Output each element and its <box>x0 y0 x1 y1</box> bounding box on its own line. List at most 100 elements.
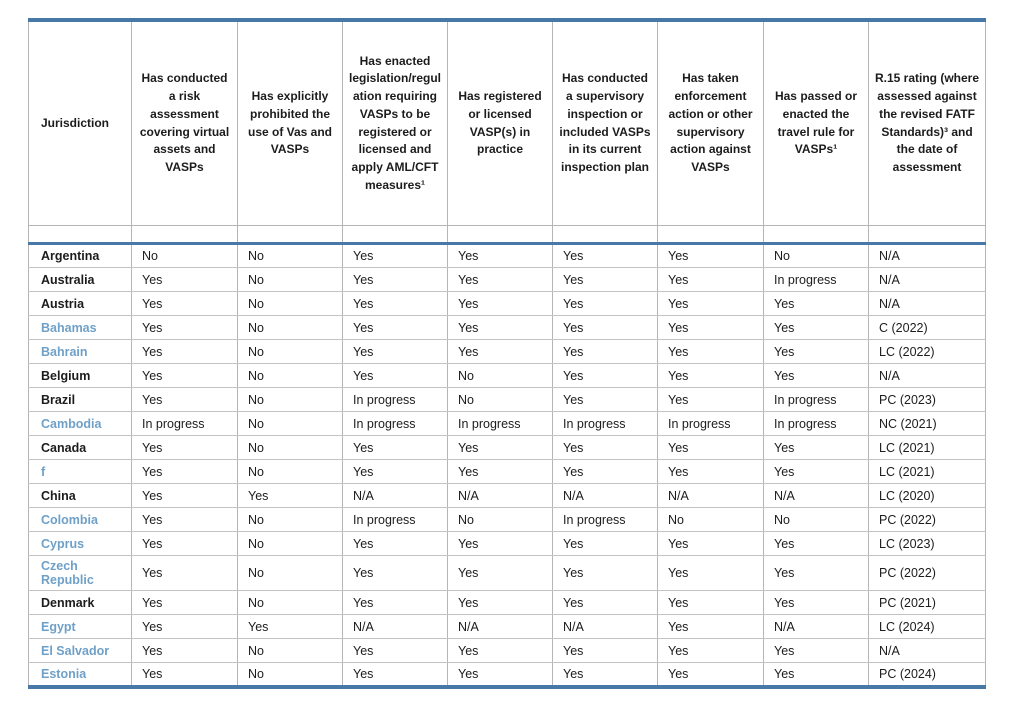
status-cell: In progress <box>342 387 448 412</box>
spacer-cell <box>447 225 553 245</box>
status-cell: Yes <box>657 315 764 340</box>
status-cell: Yes <box>552 291 658 316</box>
jurisdiction-link[interactable]: Bahrain <box>28 339 132 364</box>
header-row: Jurisdiction Has conducted a risk assessm… <box>28 20 986 226</box>
jurisdiction-link[interactable]: Egypt <box>28 614 132 639</box>
spacer-cell <box>657 225 764 245</box>
status-cell: PC (2022) <box>868 507 986 532</box>
status-cell: No <box>237 435 343 460</box>
status-cell: Yes <box>657 387 764 412</box>
status-cell: N/A <box>342 614 448 639</box>
status-cell: Yes <box>342 363 448 388</box>
jurisdiction-link[interactable]: Bahamas <box>28 315 132 340</box>
jurisdiction-link[interactable]: Colombia <box>28 507 132 532</box>
status-cell: N/A <box>552 483 658 508</box>
column-header-1: Has conducted a risk assessment covering… <box>131 20 238 226</box>
status-cell: LC (2024) <box>868 614 986 639</box>
status-cell: No <box>237 315 343 340</box>
column-header-5: Has conducted a supervisory inspection o… <box>552 20 658 226</box>
status-cell: Yes <box>131 531 238 556</box>
status-cell: No <box>763 507 869 532</box>
column-header-6: Has taken enforcement action or other su… <box>657 20 764 226</box>
table-row: Argentina No No Yes Yes Yes Yes No N/A <box>28 243 986 268</box>
jurisdiction-link[interactable]: El Salvador <box>28 638 132 663</box>
status-cell: Yes <box>657 363 764 388</box>
status-cell: Yes <box>552 435 658 460</box>
status-cell: Yes <box>131 555 238 591</box>
status-cell: Yes <box>342 339 448 364</box>
column-header-8: R.15 rating (where assessed against the … <box>868 20 986 226</box>
column-header-jurisdiction: Jurisdiction <box>28 20 132 226</box>
status-cell: Yes <box>763 590 869 615</box>
status-cell: N/A <box>657 483 764 508</box>
status-cell: Yes <box>342 243 448 268</box>
table-row: Brazil Yes No In progress No Yes Yes In progres… <box>28 387 986 412</box>
table-row: Denmark Yes No Yes Yes Yes Yes Yes PC (2021) <box>28 590 986 615</box>
jurisdiction-link[interactable]: Czech Republic <box>28 555 132 591</box>
status-cell: Yes <box>447 459 553 484</box>
status-cell: Yes <box>131 590 238 615</box>
table-row: Colombia Yes No In progress No In progress No N… <box>28 507 986 532</box>
status-cell: No <box>237 267 343 292</box>
status-cell: Yes <box>237 614 343 639</box>
status-cell: No <box>237 638 343 663</box>
status-cell: Yes <box>552 555 658 591</box>
status-cell: PC (2023) <box>868 387 986 412</box>
status-cell: LC (2022) <box>868 339 986 364</box>
jurisdiction-link[interactable]: Estonia <box>28 662 132 687</box>
status-cell: PC (2022) <box>868 555 986 591</box>
status-cell: No <box>237 507 343 532</box>
status-cell: Yes <box>131 483 238 508</box>
status-cell: No <box>237 363 343 388</box>
status-cell: Yes <box>342 638 448 663</box>
table-row: Egypt Yes Yes N/A N/A N/A Yes N/A LC (2024) <box>28 614 986 639</box>
table-row: Cyprus Yes No Yes Yes Yes Yes Yes LC (2023) <box>28 531 986 556</box>
status-cell: Yes <box>131 339 238 364</box>
jurisdiction-link[interactable]: Cambodia <box>28 411 132 436</box>
status-cell: N/A <box>868 363 986 388</box>
status-cell: Yes <box>342 435 448 460</box>
jurisdiction-cell: Australia <box>28 267 132 292</box>
table-row: China Yes Yes N/A N/A N/A N/A N/A LC (2020) <box>28 483 986 508</box>
status-cell: Yes <box>342 291 448 316</box>
status-cell: In progress <box>342 507 448 532</box>
status-cell: No <box>237 590 343 615</box>
jurisdiction-cell: Brazil <box>28 387 132 412</box>
status-cell: LC (2021) <box>868 435 986 460</box>
status-cell: Yes <box>657 590 764 615</box>
jurisdiction-cell: Canada <box>28 435 132 460</box>
status-cell: Yes <box>131 291 238 316</box>
status-cell: Yes <box>763 662 869 687</box>
status-cell: Yes <box>657 267 764 292</box>
jurisdiction-link[interactable]: f <box>28 459 132 484</box>
column-header-2: Has explicitly prohibited the use of Vas… <box>237 20 343 226</box>
status-cell: Yes <box>447 435 553 460</box>
status-cell: Yes <box>657 555 764 591</box>
status-cell: Yes <box>447 315 553 340</box>
status-cell: Yes <box>447 531 553 556</box>
jurisdiction-cell: Argentina <box>28 243 132 268</box>
table-row: El Salvador Yes No Yes Yes Yes Yes Yes N/A <box>28 638 986 663</box>
status-cell: Yes <box>342 531 448 556</box>
status-cell: Yes <box>131 315 238 340</box>
status-cell: Yes <box>447 243 553 268</box>
status-cell: Yes <box>131 662 238 687</box>
jurisdiction-cell: Belgium <box>28 363 132 388</box>
status-cell: In progress <box>131 411 238 436</box>
status-cell: Yes <box>657 291 764 316</box>
status-cell: N/A <box>447 483 553 508</box>
jurisdiction-link[interactable]: Cyprus <box>28 531 132 556</box>
status-cell: NC (2021) <box>868 411 986 436</box>
status-cell: Yes <box>552 339 658 364</box>
spacer-cell <box>552 225 658 245</box>
status-cell: N/A <box>868 267 986 292</box>
status-cell: N/A <box>763 483 869 508</box>
table-row: f Yes No Yes Yes Yes Yes Yes LC (2021) <box>28 459 986 484</box>
status-cell: No <box>237 459 343 484</box>
status-cell: Yes <box>131 387 238 412</box>
table-row: Cambodia In progress No In progress In progr… <box>28 411 986 436</box>
status-cell: Yes <box>342 459 448 484</box>
status-cell: PC (2024) <box>868 662 986 687</box>
status-cell: N/A <box>868 638 986 663</box>
status-cell: Yes <box>552 662 658 687</box>
